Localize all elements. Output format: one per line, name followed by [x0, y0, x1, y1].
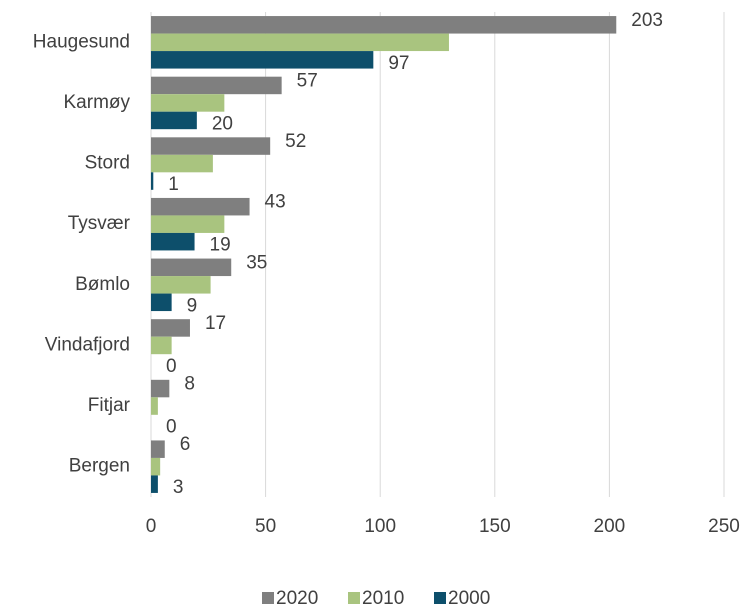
bar	[151, 475, 158, 493]
x-tick-label: 100	[364, 516, 396, 537]
data-label: 0	[166, 356, 177, 377]
y-tick-label: Vindafjord	[45, 334, 130, 355]
legend-label: 2010	[362, 588, 404, 608]
x-tick-label: 200	[594, 516, 626, 537]
bar	[151, 172, 154, 190]
x-tick-label: 0	[146, 516, 157, 537]
legend-label: 2020	[276, 588, 318, 608]
data-label: 3	[173, 477, 184, 498]
bar	[151, 457, 161, 476]
y-tick-label: Bømlo	[75, 274, 130, 295]
data-label: 17	[205, 313, 226, 334]
bar	[151, 33, 449, 52]
bar	[151, 379, 170, 398]
y-tick-label: Tysvær	[68, 213, 131, 234]
bar	[151, 276, 211, 294]
y-tick-label: Bergen	[69, 456, 130, 477]
bar	[151, 319, 190, 337]
x-tick-label: 150	[479, 516, 511, 537]
y-tick-label: Fitjar	[88, 395, 131, 416]
bar	[151, 215, 225, 233]
bar	[151, 232, 195, 251]
data-label: 9	[187, 295, 198, 316]
bar	[151, 137, 271, 155]
bar	[151, 440, 165, 458]
bar	[151, 197, 250, 216]
y-tick-label: Haugesund	[33, 31, 130, 52]
bar	[151, 51, 374, 69]
data-label: 1	[168, 174, 179, 195]
legend-swatch	[348, 592, 360, 604]
bar	[151, 94, 225, 112]
data-label: 52	[285, 131, 306, 152]
x-tick-label: 50	[255, 516, 276, 537]
bar	[151, 258, 232, 277]
data-label: 20	[212, 113, 233, 134]
data-label: 43	[265, 192, 286, 213]
bar	[151, 336, 172, 355]
x-tick-label: 250	[708, 516, 740, 537]
bar	[151, 154, 213, 173]
y-tick-label: Stord	[85, 153, 130, 174]
bar	[151, 293, 172, 312]
bar	[151, 76, 282, 95]
data-label: 203	[631, 10, 663, 31]
data-label: 97	[388, 53, 409, 74]
data-label: 19	[210, 235, 231, 256]
legend-label: 2000	[448, 588, 490, 608]
data-label: 0	[166, 417, 177, 438]
bar	[151, 16, 617, 34]
bar	[151, 111, 197, 130]
data-label: 6	[180, 434, 191, 455]
bar	[151, 397, 158, 415]
legend-swatch	[262, 592, 274, 604]
data-label: 8	[184, 374, 195, 395]
data-label: 57	[297, 70, 318, 91]
y-tick-label: Karmøy	[64, 92, 131, 113]
legend-swatch	[434, 592, 446, 604]
data-label: 35	[246, 252, 267, 273]
